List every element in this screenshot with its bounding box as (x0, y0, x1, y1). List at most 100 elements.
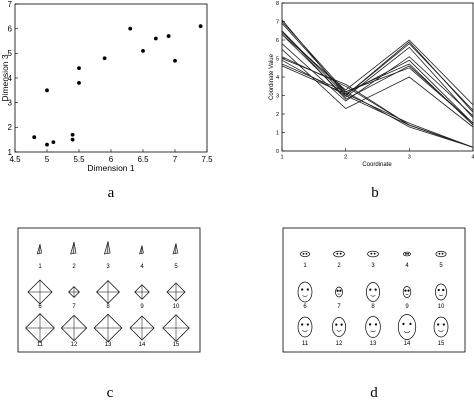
panel-d-label: d (370, 385, 378, 401)
face-glyph (433, 316, 449, 338)
panel-a-xtick-label: 7.5 (201, 155, 213, 164)
face-eye (404, 289, 407, 292)
glyph-label: 8 (371, 304, 375, 310)
star-glyph-spokes (25, 313, 55, 343)
face-eye (370, 252, 373, 255)
glyph-label: 1 (303, 263, 307, 269)
face-eye (305, 252, 308, 255)
face-glyph (365, 316, 381, 338)
star-glyph-spokes (94, 314, 122, 342)
glyph-label: 12 (336, 341, 343, 347)
star-glyph (139, 245, 144, 255)
face-eye (373, 252, 376, 255)
face-eye (437, 288, 440, 292)
face-glyph (402, 286, 412, 298)
glyph-label: 15 (438, 341, 445, 347)
series-line (281, 49, 474, 128)
scatter-point (70, 137, 75, 142)
panel-a-ticks: 4.5 5 5.5 6 6.5 7 7.5 1 2 3 4 5 6 7 (8, 0, 214, 164)
series-line (281, 34, 474, 118)
face-glyph (297, 316, 313, 338)
face-mouth (336, 330, 342, 332)
series-line (281, 23, 474, 124)
star-glyph-spokes (68, 286, 80, 298)
panel-a-xtick-label: 4.5 (9, 155, 21, 164)
panel-b-xtick-label: 3 (408, 155, 411, 161)
face-eye (336, 289, 339, 292)
face-eye (302, 252, 305, 255)
panel-b-ytick-label: 4 (276, 75, 279, 81)
panel-b-xtick-label: 2 (344, 155, 347, 161)
face-glyph (397, 314, 417, 340)
face-glyph (435, 250, 447, 258)
series-line (281, 43, 474, 117)
panel-b-ytick-label: 1 (276, 130, 279, 136)
face-eye (336, 252, 339, 255)
glyph-label: 2 (337, 263, 341, 269)
panel-b-ytick-label: 0 (276, 149, 279, 155)
face-eye (306, 323, 309, 326)
panel-a-ytick-label: 3 (8, 98, 13, 107)
face-mouth (405, 293, 409, 295)
face-glyph (367, 250, 379, 258)
face-mouth (302, 295, 308, 297)
glyph-label: 5 (174, 264, 178, 270)
series-line (281, 58, 474, 148)
face-eye (405, 252, 407, 255)
star-glyph-spokes (134, 284, 150, 300)
glyph-label: 2 (72, 264, 76, 270)
series-line (281, 30, 474, 124)
scatter-point (166, 34, 171, 38)
face-glyph (366, 282, 381, 302)
face-eye (374, 288, 377, 291)
panel-a-xtick-label: 5.5 (73, 155, 85, 164)
face-eye (369, 288, 372, 291)
face-eye (339, 252, 342, 255)
star-glyph-spokes (162, 314, 190, 342)
face-eye (409, 322, 412, 325)
panel-d-frame (282, 227, 466, 353)
face-mouth (302, 330, 308, 332)
panel-a-ytick-label: 5 (8, 49, 13, 58)
glyph-label: 11 (302, 341, 309, 347)
panel-a-ytick-label: 6 (8, 24, 13, 33)
glyph-label: 14 (404, 341, 411, 347)
star-glyph-spokes (96, 280, 120, 304)
series-line (281, 65, 474, 148)
panel-a-xlabel: Dimension 1 (87, 163, 135, 173)
panel-b-lines (281, 19, 474, 148)
panel-b-label: b (371, 185, 379, 201)
face-eye (301, 323, 304, 326)
scatter-point (153, 36, 158, 41)
panel-a-ytick-label: 1 (8, 148, 13, 157)
panel-c-label: c (107, 385, 114, 401)
face-eye (437, 323, 440, 326)
glyph-label: 6 (303, 304, 307, 310)
panel-b-xtick-label: 4 (471, 155, 474, 161)
panel-c-frame (17, 227, 201, 353)
panel-a-xtick-label: 5 (45, 155, 50, 164)
face-eye (438, 252, 441, 255)
glyph-label: 4 (405, 263, 409, 269)
face-eye (340, 323, 343, 326)
face-eye (368, 323, 372, 326)
panel-a-label: a (108, 185, 115, 201)
glyph-label: 8 (106, 304, 110, 310)
glyph-label: 12 (71, 342, 78, 348)
glyph-label: 5 (439, 263, 443, 269)
face-mouth (370, 330, 376, 333)
panel-b-parallel-coordinates: Coordinate Coordinate Value 1 2 3 401234567… (269, 1, 474, 201)
panel-a-xtick-label: 7 (173, 155, 178, 164)
panel-b-ytick-label: 3 (276, 93, 279, 99)
star-glyph (70, 242, 77, 255)
star-glyph (36, 244, 43, 255)
face-mouth (438, 294, 444, 296)
face-eye (374, 323, 378, 326)
face-eye (442, 288, 445, 292)
face-eye (407, 252, 409, 255)
scatter-point (45, 88, 49, 93)
glyph-label: 7 (72, 304, 76, 310)
glyph-label: 11 (37, 342, 44, 348)
